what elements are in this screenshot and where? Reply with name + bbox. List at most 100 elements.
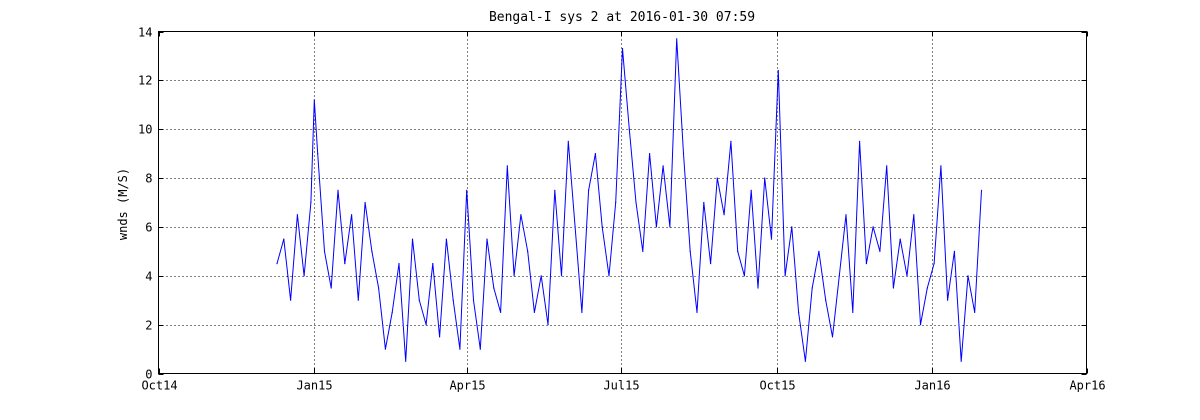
chart-title: Bengal-I sys 2 at 2016-01-30 07:59 bbox=[489, 10, 755, 25]
data-point bbox=[892, 287, 895, 289]
y-tick-label: 10 bbox=[138, 123, 152, 137]
data-point bbox=[899, 238, 901, 240]
data-point bbox=[770, 238, 773, 240]
data-point bbox=[351, 214, 353, 216]
data-point bbox=[283, 238, 285, 240]
data-point bbox=[764, 177, 766, 179]
data-point bbox=[960, 360, 962, 362]
data-point bbox=[411, 238, 414, 240]
axis-ticks: 0 2 4 6 8 10 12 14 Oct14 Jan15 Apr15 Jul15 Oct15 Jan1… bbox=[138, 26, 1106, 393]
data-point bbox=[472, 299, 475, 301]
data-point bbox=[601, 226, 603, 228]
data-point bbox=[737, 250, 739, 252]
data-point bbox=[615, 201, 617, 204]
data-point bbox=[344, 263, 346, 265]
data-point bbox=[581, 311, 583, 313]
data-point bbox=[682, 153, 685, 155]
data-point bbox=[676, 38, 678, 40]
data-point bbox=[757, 287, 759, 289]
y-tick-label: 0 bbox=[145, 368, 152, 382]
data-point bbox=[527, 250, 529, 252]
data-point bbox=[818, 250, 820, 252]
y-tick-label: 4 bbox=[145, 270, 152, 284]
data-point bbox=[919, 324, 922, 326]
data-point bbox=[777, 70, 779, 72]
plot-area-frame bbox=[158, 31, 1087, 374]
data-point bbox=[649, 153, 651, 155]
data-point bbox=[798, 311, 800, 313]
x-tick-label: Apr16 bbox=[1069, 379, 1105, 393]
data-point bbox=[750, 189, 752, 191]
data-point bbox=[303, 275, 305, 277]
data-point bbox=[493, 287, 495, 289]
data-point bbox=[710, 263, 712, 265]
data-point bbox=[459, 348, 461, 350]
x-tick-label: Apr15 bbox=[449, 379, 485, 393]
data-point bbox=[831, 336, 834, 338]
data-point bbox=[791, 226, 793, 228]
data-point bbox=[513, 275, 515, 277]
data-point bbox=[439, 336, 441, 338]
data-point bbox=[296, 214, 298, 216]
data-point bbox=[398, 263, 400, 265]
data-point bbox=[669, 226, 671, 228]
x-tick-label: Oct14 bbox=[141, 379, 177, 393]
data-point bbox=[405, 360, 407, 362]
data-point bbox=[330, 287, 332, 289]
data-point bbox=[554, 189, 556, 191]
data-point bbox=[418, 299, 420, 301]
data-point bbox=[852, 311, 854, 313]
data-point bbox=[371, 250, 373, 252]
x-tick-label: Jan16 bbox=[914, 379, 950, 393]
data-point bbox=[865, 263, 868, 265]
data-point bbox=[879, 250, 881, 252]
data-point bbox=[642, 250, 644, 252]
data-point bbox=[588, 189, 590, 191]
data-point bbox=[953, 250, 956, 252]
grid-lines bbox=[158, 31, 1087, 374]
data-point bbox=[838, 275, 840, 277]
data-point bbox=[500, 311, 502, 313]
data-point bbox=[804, 360, 807, 362]
y-tick-label: 6 bbox=[145, 221, 152, 235]
data-point bbox=[547, 324, 549, 326]
data-point bbox=[980, 189, 983, 191]
data-point bbox=[357, 299, 359, 301]
data-point bbox=[276, 263, 278, 265]
data-point bbox=[445, 238, 447, 240]
data-point bbox=[723, 214, 725, 216]
data-point bbox=[811, 287, 813, 289]
data-point bbox=[466, 189, 468, 191]
data-point bbox=[947, 299, 949, 301]
data-point bbox=[310, 201, 312, 204]
data-point bbox=[452, 299, 454, 301]
data-point bbox=[378, 287, 380, 289]
data-point bbox=[872, 226, 874, 228]
data-point bbox=[520, 214, 522, 216]
data-point bbox=[574, 226, 576, 228]
data-point bbox=[784, 275, 786, 277]
data-point bbox=[628, 128, 630, 130]
data-point bbox=[540, 275, 542, 277]
data-series bbox=[276, 38, 983, 362]
y-tick-label: 8 bbox=[145, 172, 152, 186]
data-point bbox=[967, 275, 969, 277]
data-point bbox=[317, 153, 319, 155]
y-axis-label: wnds (M/S) bbox=[116, 168, 130, 240]
data-point bbox=[974, 311, 976, 313]
data-point bbox=[432, 263, 434, 265]
data-point bbox=[716, 177, 718, 179]
data-point bbox=[743, 275, 746, 277]
data-point bbox=[703, 201, 705, 204]
data-point bbox=[364, 201, 366, 204]
data-point bbox=[391, 311, 393, 313]
data-point bbox=[533, 311, 536, 313]
data-point bbox=[479, 348, 481, 350]
data-point bbox=[621, 48, 624, 50]
data-point bbox=[689, 250, 691, 252]
data-point bbox=[696, 311, 698, 313]
data-point bbox=[313, 99, 315, 101]
data-point bbox=[594, 153, 597, 155]
data-point bbox=[655, 226, 658, 228]
